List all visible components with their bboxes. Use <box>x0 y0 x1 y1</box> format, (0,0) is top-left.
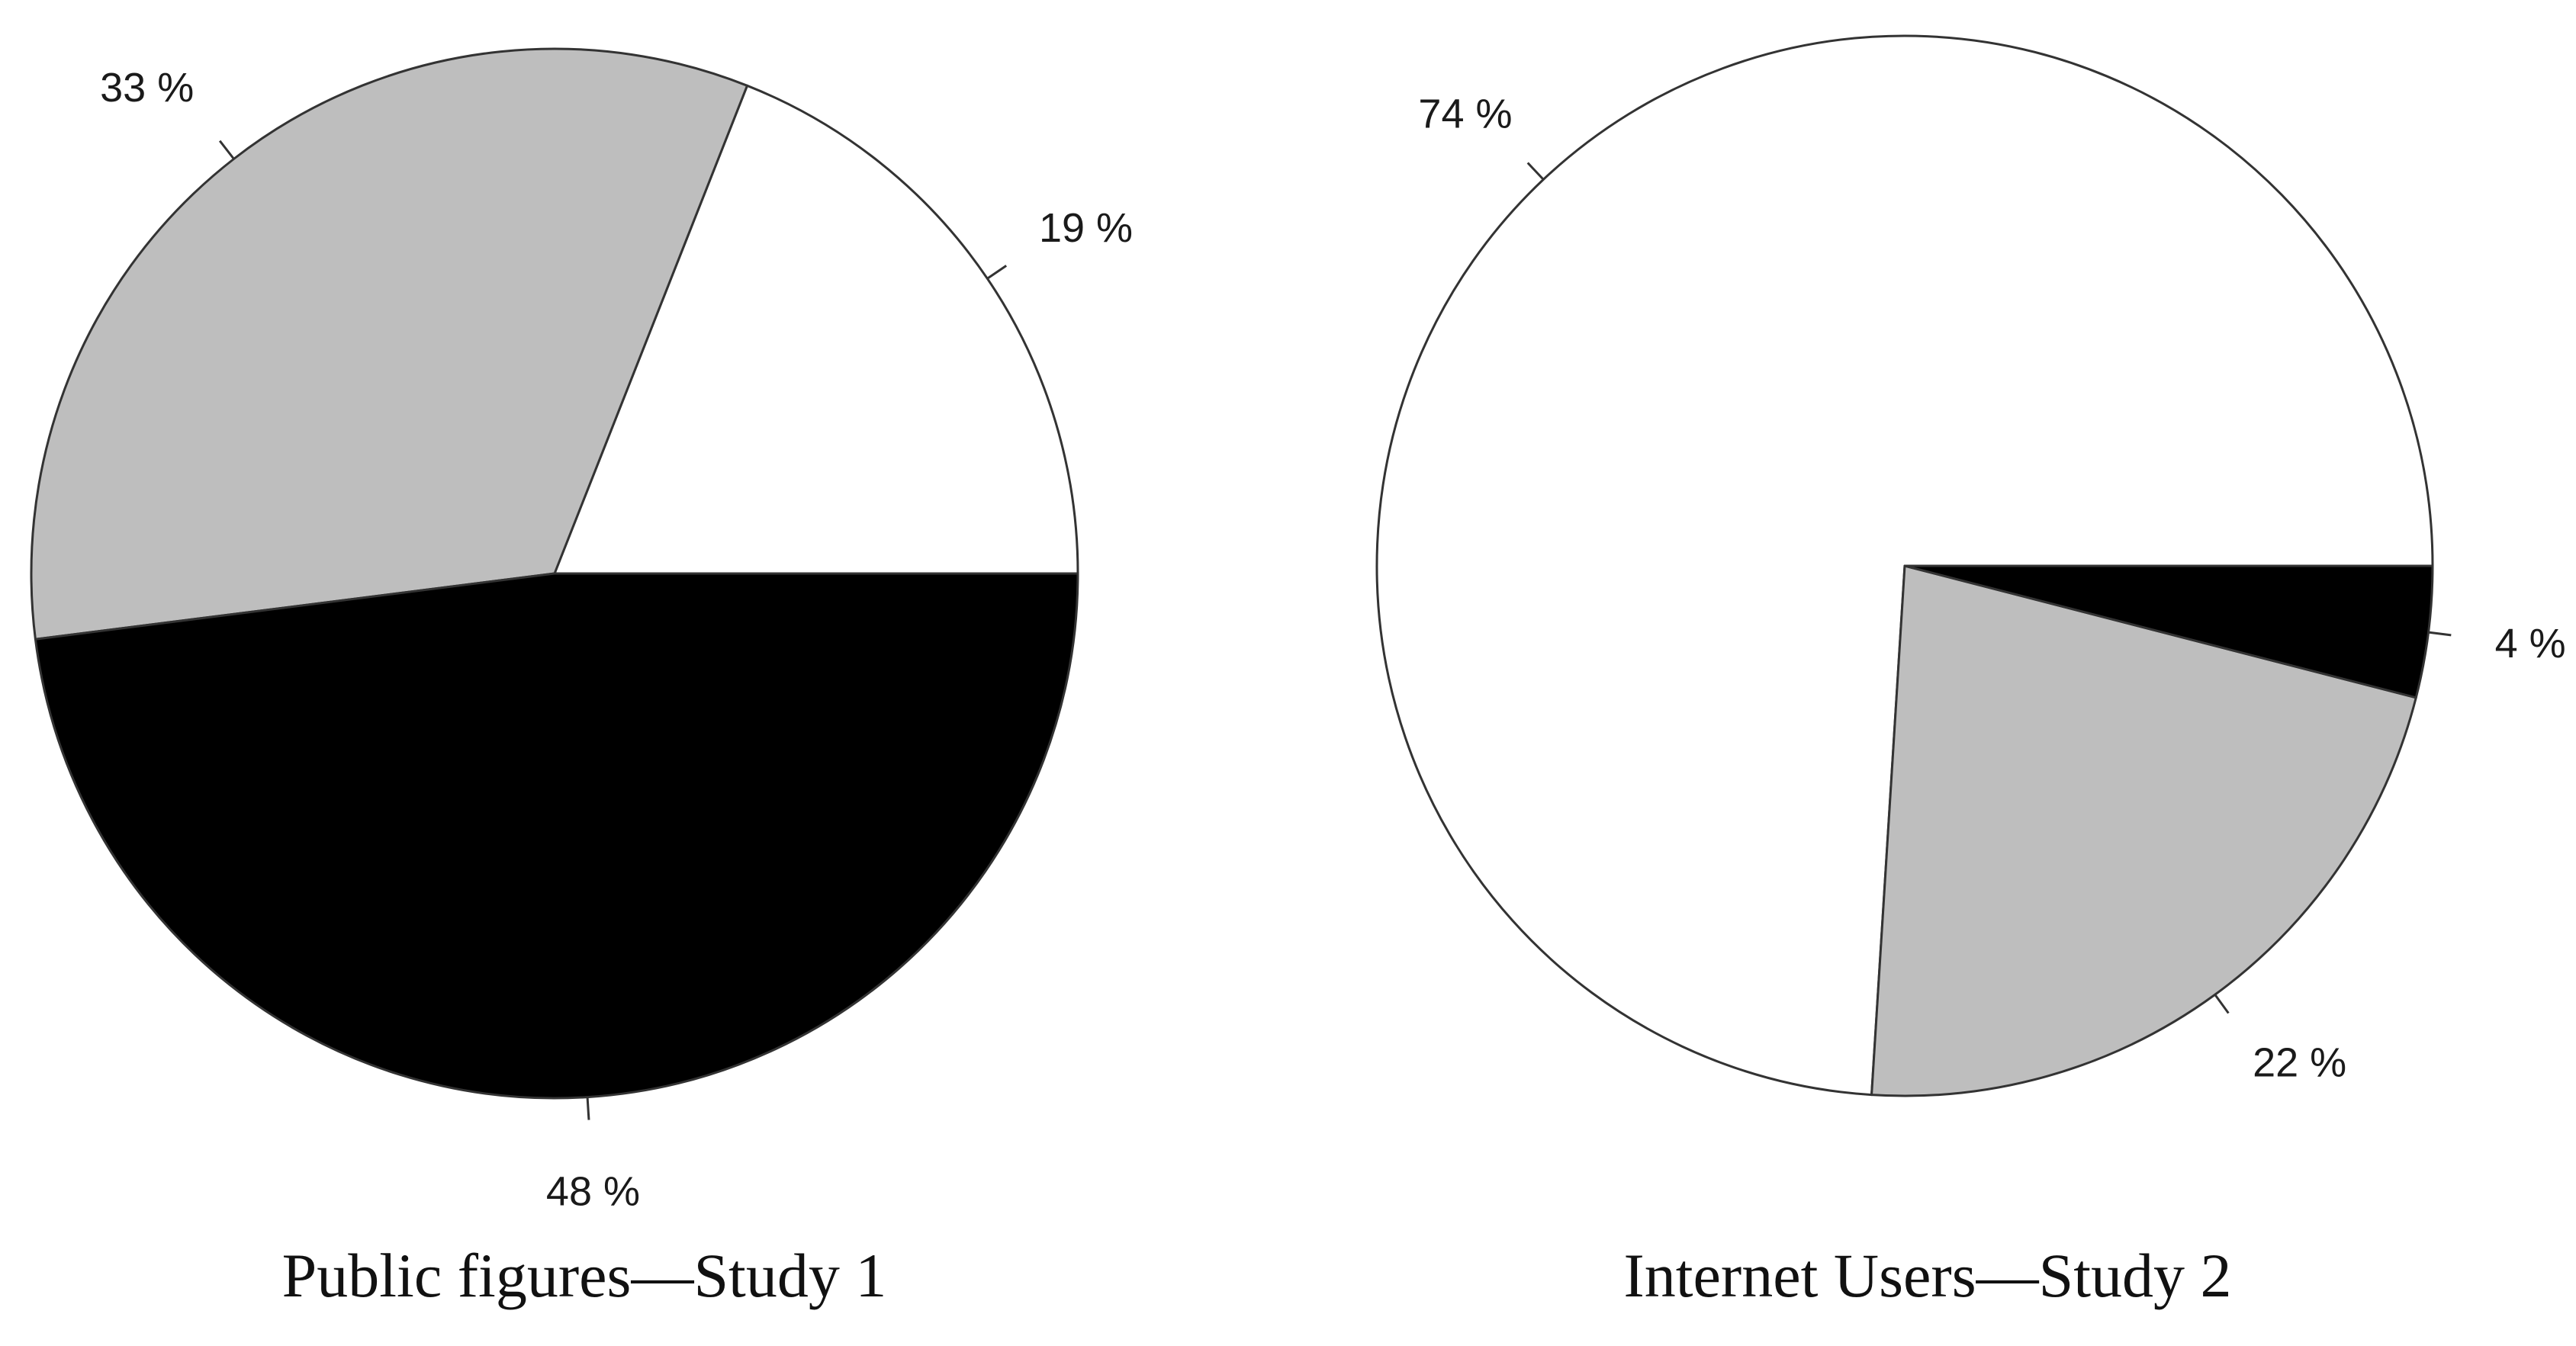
slice-data-label: 4 % <box>2495 621 2566 667</box>
chart-title-study-2: Internet Users—Study 2 <box>1623 1241 2232 1310</box>
slice-label-tick <box>586 1097 590 1120</box>
slice-data-label: 19 % <box>1039 205 1133 251</box>
slice-data-label: 33 % <box>100 65 194 111</box>
slice-label-tick <box>218 140 235 160</box>
pie-chart-study-2: 74 % 22 % 4 % <box>1375 34 2566 1097</box>
pie-slice-48-percent <box>34 572 1079 1100</box>
pie-slice-22-percent <box>1870 564 2417 1097</box>
pie-chart-study-1: 19 % 33 % 48 % <box>30 47 1133 1214</box>
slice-label-tick <box>2214 994 2230 1014</box>
slice-label-tick <box>986 265 1008 280</box>
chart-title-study-1: Public figures—Study 1 <box>281 1241 887 1310</box>
slice-label-tick <box>1526 162 1545 181</box>
slice-label-tick <box>2428 631 2452 637</box>
slice-data-label: 48 % <box>546 1168 640 1214</box>
slice-data-label: 74 % <box>1418 91 1512 137</box>
slice-data-label: 22 % <box>2253 1040 2346 1086</box>
